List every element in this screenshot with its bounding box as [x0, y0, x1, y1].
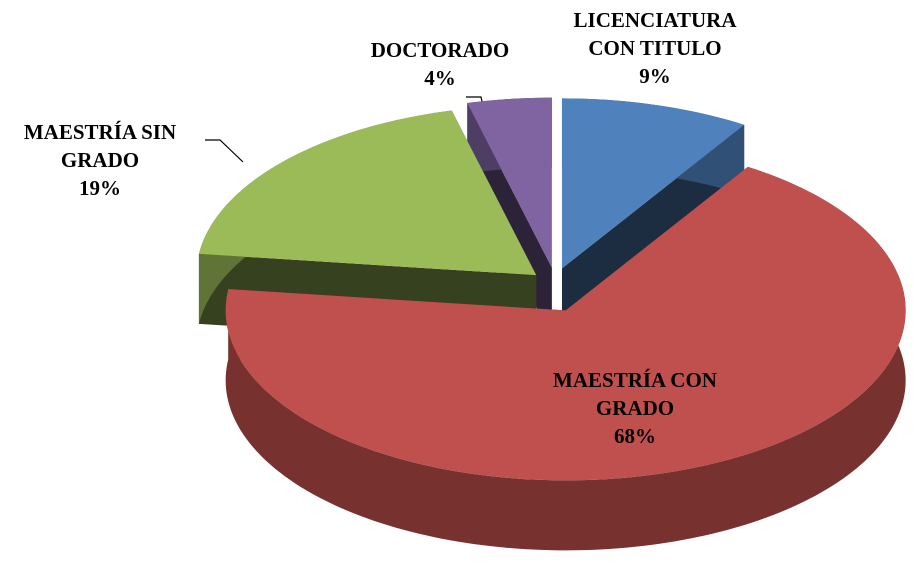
value-label: 19%	[79, 176, 121, 200]
data-label: MAESTRÍA SIN GRADO 19%	[0, 118, 200, 202]
slice	[198, 110, 537, 276]
slice	[467, 97, 552, 268]
leader-line	[205, 139, 244, 163]
category-label: MAESTRÍA CON GRADO	[553, 368, 717, 420]
category-label: DOCTORADO	[370, 38, 510, 62]
data-label: DOCTORADO 4%	[350, 36, 530, 92]
value-label: 68%	[614, 424, 656, 448]
value-label: 4%	[424, 66, 456, 90]
slice	[225, 166, 906, 481]
value-label: 9%	[639, 64, 671, 88]
data-label: MAESTRÍA CON GRADO 68%	[520, 366, 750, 450]
slice	[561, 98, 745, 269]
data-label: LICENCIATURA CON TITULO 9%	[555, 6, 755, 90]
category-label: MAESTRÍA SIN GRADO	[23, 120, 177, 172]
category-label: LICENCIATURA CON TITULO	[573, 8, 737, 60]
